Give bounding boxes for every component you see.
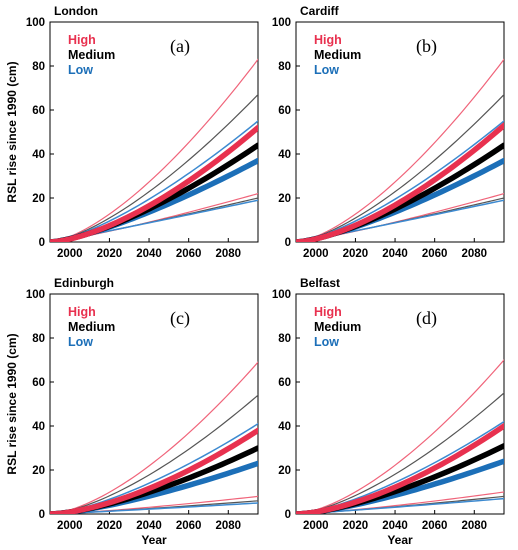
x-axis-label: Year [387, 533, 413, 547]
legend-medium: Medium [68, 48, 115, 62]
x-tick-label: 2000 [303, 520, 329, 532]
plot-frame [295, 293, 505, 515]
x-tick-label: 2000 [57, 248, 83, 260]
x-tick-label: 2000 [303, 248, 329, 260]
y-tick-label: 60 [278, 105, 291, 117]
series-medium-upper [50, 394, 258, 514]
x-tick-label: 2080 [215, 520, 241, 532]
x-tick-label: 2080 [461, 248, 487, 260]
series-high-upper [296, 359, 504, 514]
legend-low: Low [314, 63, 339, 77]
legend-high: High [314, 33, 342, 47]
panel-letter: (b) [416, 36, 437, 57]
series-low-upper [296, 420, 504, 514]
x-tick-label: 2080 [215, 248, 241, 260]
panel-letter: (c) [170, 308, 190, 329]
x-tick-label: 2040 [136, 248, 162, 260]
panel-title: Edinburgh [54, 276, 114, 290]
legend-low: Low [68, 335, 93, 349]
series-low-upper [50, 423, 258, 514]
series-high-upper [50, 361, 258, 514]
panel-title: Cardiff [300, 4, 340, 18]
legend-low: Low [314, 335, 339, 349]
x-tick-label: 2040 [136, 520, 162, 532]
legend-low: Low [68, 63, 93, 77]
y-tick-label: 20 [32, 465, 45, 477]
series-high-central [296, 423, 504, 514]
series-high-central [50, 124, 258, 242]
y-tick-label: 0 [39, 509, 45, 521]
plot-frame [49, 21, 259, 243]
series-medium-central [296, 142, 504, 242]
series-group [50, 361, 258, 514]
legend-high: High [314, 305, 342, 319]
y-tick-label: 0 [285, 237, 291, 249]
series-group [50, 58, 258, 242]
y-tick-label: 100 [272, 289, 291, 301]
series-medium-central [50, 142, 258, 242]
plot-frame [295, 21, 505, 243]
y-tick-label: 80 [278, 61, 291, 73]
series-low-upper [296, 120, 504, 242]
y-tick-label: 40 [278, 421, 291, 433]
x-tick-label: 2020 [343, 520, 369, 532]
series-group [296, 58, 504, 242]
y-tick-label: 40 [32, 421, 45, 433]
y-axis-label: RSL rise since 1990 (cm) [5, 61, 19, 202]
x-tick-label: 2040 [382, 520, 408, 532]
y-axis-label: RSL rise since 1990 (cm) [5, 333, 19, 474]
series-high-upper [50, 58, 258, 242]
x-tick-label: 2060 [422, 248, 448, 260]
y-tick-label: 100 [272, 17, 291, 29]
y-tick-label: 80 [32, 333, 45, 345]
y-tick-label: 20 [278, 465, 291, 477]
legend-medium: Medium [314, 48, 361, 62]
series-medium-upper [296, 392, 504, 514]
y-tick-label: 0 [39, 237, 45, 249]
x-tick-label: 2020 [343, 248, 369, 260]
y-tick-label: 40 [278, 149, 291, 161]
y-tick-label: 60 [32, 377, 45, 389]
y-tick-label: 20 [278, 193, 291, 205]
panel-letter: (a) [170, 36, 190, 57]
series-high-central [296, 122, 504, 242]
y-tick-label: 80 [32, 61, 45, 73]
legend-medium: Medium [314, 320, 361, 334]
y-tick-label: 100 [26, 17, 45, 29]
series-high-upper [296, 58, 504, 242]
legend-medium: Medium [68, 320, 115, 334]
x-tick-label: 2040 [382, 248, 408, 260]
series-low-upper [50, 120, 258, 242]
y-tick-label: 80 [278, 333, 291, 345]
y-tick-label: 20 [32, 193, 45, 205]
series-medium-upper [296, 93, 504, 242]
x-tick-label: 2060 [176, 520, 202, 532]
series-group [296, 359, 504, 514]
x-axis-label: Year [141, 533, 167, 547]
series-medium-upper [50, 93, 258, 242]
x-tick-label: 2060 [422, 520, 448, 532]
panel-letter: (d) [416, 308, 437, 329]
y-tick-label: 60 [278, 377, 291, 389]
x-tick-label: 2020 [97, 520, 123, 532]
y-tick-label: 60 [32, 105, 45, 117]
panel-title: Belfast [300, 276, 340, 290]
panel-title: London [54, 4, 98, 18]
plot-frame [49, 293, 259, 515]
x-tick-label: 2080 [461, 520, 487, 532]
x-tick-label: 2020 [97, 248, 123, 260]
series-high-central [50, 427, 258, 514]
y-tick-label: 100 [26, 289, 45, 301]
y-tick-label: 40 [32, 149, 45, 161]
legend-high: High [68, 33, 96, 47]
x-tick-label: 2060 [176, 248, 202, 260]
y-tick-label: 0 [285, 509, 291, 521]
x-tick-label: 2000 [57, 520, 83, 532]
legend-high: High [68, 305, 96, 319]
